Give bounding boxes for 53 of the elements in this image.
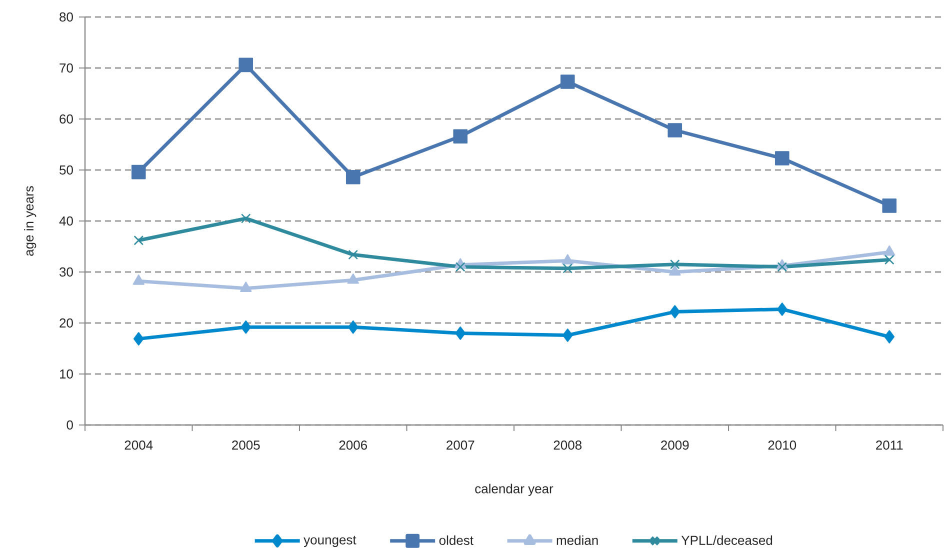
x-tick-label: 2007 [446, 440, 474, 450]
x-tick-label: 2005 [232, 440, 260, 450]
x-tick-label: 2009 [661, 440, 689, 450]
point [884, 254, 894, 265]
point [882, 198, 897, 213]
point [455, 326, 466, 340]
point [453, 129, 468, 144]
point [240, 320, 252, 334]
y-tick-label: 0 [66, 420, 73, 430]
point [134, 235, 144, 246]
legend-label: oldest [439, 535, 474, 545]
point [133, 332, 144, 346]
x-axis-title: calendar year [475, 484, 554, 496]
point [240, 214, 251, 224]
point [348, 320, 358, 334]
point [132, 274, 144, 285]
point [562, 328, 573, 342]
point [776, 302, 788, 316]
y-tick-label: 30 [60, 267, 73, 277]
point [347, 274, 359, 284]
point [884, 330, 895, 344]
x-tick-label: 2004 [124, 440, 153, 450]
point [562, 254, 574, 264]
y-tick-label: 40 [59, 216, 73, 226]
point [346, 170, 360, 184]
point [669, 265, 681, 276]
point [240, 282, 252, 292]
point [670, 305, 680, 318]
point [668, 123, 682, 138]
y-tick-label: 60 [60, 114, 73, 124]
point [670, 259, 680, 270]
y-tick-label: 50 [60, 165, 73, 175]
legend-label: youngest [304, 536, 356, 548]
point [884, 245, 896, 256]
y-tick-label: 10 [60, 369, 73, 379]
y-tick-label: 80 [60, 12, 73, 22]
legend-label: YPLL/deceased [681, 535, 772, 545]
point [131, 164, 146, 180]
point [562, 264, 573, 274]
point [238, 58, 254, 72]
point [348, 250, 358, 260]
x-tick-label: 2010 [768, 440, 796, 450]
x-tick-label: 2006 [339, 440, 368, 450]
y-axis-title: age in years [24, 186, 36, 256]
point [774, 151, 790, 166]
y-tick-label: 70 [60, 63, 73, 73]
y-tick-label: 20 [60, 318, 73, 328]
point [455, 262, 466, 272]
x-tick-label: 2011 [876, 440, 903, 450]
legend-label: median [556, 535, 598, 545]
point [777, 262, 788, 272]
x-tick-label: 2008 [554, 440, 582, 450]
point [560, 74, 575, 89]
